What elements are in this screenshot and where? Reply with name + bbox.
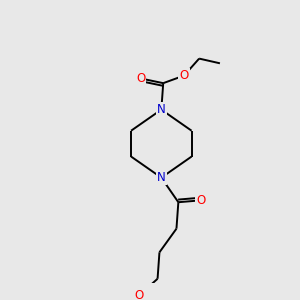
Text: N: N: [157, 103, 166, 116]
Text: O: O: [196, 194, 206, 207]
Text: N: N: [157, 171, 166, 184]
Text: O: O: [134, 289, 143, 300]
Text: O: O: [179, 69, 189, 82]
Text: O: O: [136, 72, 145, 85]
